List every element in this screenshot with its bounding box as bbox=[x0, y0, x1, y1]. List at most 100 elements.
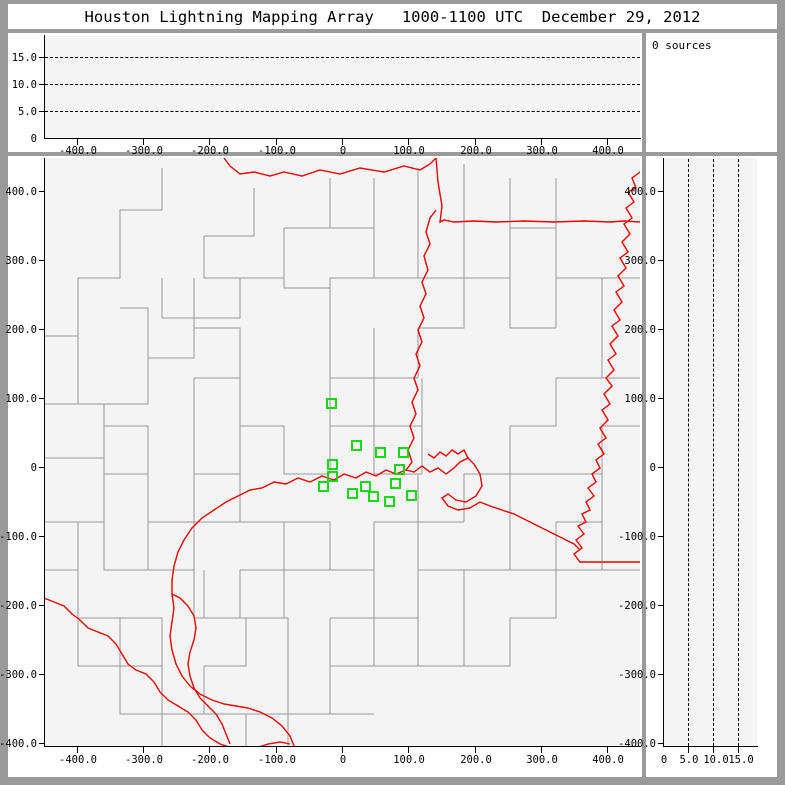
map-xtick-label--300: -300.0 bbox=[125, 754, 163, 766]
map-ytick-label-100: 100.0 bbox=[5, 393, 37, 405]
hist-xtick-mark-15 bbox=[738, 747, 740, 753]
map-ytick-mark-300 bbox=[39, 260, 45, 262]
hist-ytick-mark-300 bbox=[658, 260, 664, 262]
hist-xtick-label-5: 5.0 bbox=[679, 754, 699, 766]
gridline-15 bbox=[45, 57, 640, 58]
station-marker bbox=[326, 398, 337, 409]
hist-ytick-mark--200 bbox=[658, 605, 664, 607]
xtick-mark--100 bbox=[276, 139, 278, 145]
title-bar: Houston Lightning Mapping Array 1000-110… bbox=[8, 4, 777, 29]
hist-gridline-10 bbox=[713, 159, 714, 746]
station-marker bbox=[318, 481, 329, 492]
map-xtick-label--400: -400.0 bbox=[59, 754, 97, 766]
hist-ytick-mark-200 bbox=[658, 329, 664, 331]
map-xtick-mark--200 bbox=[209, 747, 211, 753]
map-xtick-mark-100 bbox=[408, 747, 410, 753]
map-ytick-label-200: 200.0 bbox=[5, 324, 37, 336]
map-panel: 400.0 300.0 200.0 100.0 0 -100.0 -200.0 … bbox=[0, 156, 642, 777]
hist-ytick-mark--300 bbox=[658, 674, 664, 676]
hist-ytick-label-100: 100.0 bbox=[624, 393, 656, 405]
xtick-label-0: 0 bbox=[339, 145, 347, 157]
xtick-mark--200 bbox=[209, 139, 211, 145]
hist-ytick-label-0: 0 bbox=[649, 462, 656, 474]
ytick-mark-15 bbox=[39, 57, 45, 59]
map-ytick-label-300: 300.0 bbox=[5, 255, 37, 267]
station-marker bbox=[394, 464, 405, 475]
x-axis-line bbox=[44, 138, 641, 140]
hist-ytick-label--100: -100.0 bbox=[618, 531, 656, 543]
map-ytick-mark--100 bbox=[39, 536, 45, 538]
hist-xtick-label-10: 10.0 bbox=[703, 754, 729, 766]
map-x-axis-line bbox=[44, 746, 641, 748]
source-count-panel: 0 sources bbox=[646, 33, 777, 152]
map-xtick-label-100: 100.0 bbox=[393, 754, 425, 766]
county-boundaries bbox=[44, 164, 640, 746]
hist-ytick-label--400: -400.0 bbox=[618, 738, 656, 750]
map-ytick-label-400: 400.0 bbox=[5, 186, 37, 198]
map-plot-area[interactable] bbox=[44, 158, 640, 746]
map-xtick-mark-200 bbox=[475, 747, 477, 753]
map-ytick-mark--300 bbox=[39, 674, 45, 676]
hist-ytick-mark-100 bbox=[658, 398, 664, 400]
map-xtick-label--200: -200.0 bbox=[191, 754, 229, 766]
hist-ytick-mark-0 bbox=[658, 467, 664, 469]
station-marker bbox=[375, 447, 386, 458]
map-xtick-mark-400 bbox=[607, 747, 609, 753]
xtick-mark-300 bbox=[541, 139, 543, 145]
altitude-histogram-plot-area[interactable] bbox=[663, 158, 757, 746]
hist-xtick-mark-5 bbox=[688, 747, 690, 753]
map-xtick-label-400: 400.0 bbox=[592, 754, 624, 766]
xtick-label--100: -100.0 bbox=[258, 145, 296, 157]
gridline-10 bbox=[45, 84, 640, 85]
altitude-vs-distance-plot-area[interactable] bbox=[44, 35, 640, 138]
xtick-label-400: 400.0 bbox=[592, 145, 624, 157]
page-title: Houston Lightning Mapping Array 1000-110… bbox=[84, 7, 701, 26]
map-ytick-mark-400 bbox=[39, 191, 45, 193]
gridline-5 bbox=[45, 111, 640, 112]
hist-gridline-5 bbox=[688, 159, 689, 746]
hist-x-axis-line bbox=[663, 746, 758, 748]
source-count-label: 0 sources bbox=[652, 39, 712, 52]
station-marker bbox=[406, 490, 417, 501]
map-xtick-mark-300 bbox=[541, 747, 543, 753]
xtick-label--400: -400.0 bbox=[59, 145, 97, 157]
ytick-label-10: 10.0 bbox=[11, 79, 37, 91]
station-marker bbox=[360, 481, 371, 492]
xtick-mark-100 bbox=[408, 139, 410, 145]
hist-ytick-mark-400 bbox=[658, 191, 664, 193]
ytick-label-5: 5.0 bbox=[18, 106, 37, 118]
map-ytick-mark-100 bbox=[39, 398, 45, 400]
xtick-mark-0 bbox=[342, 139, 344, 145]
hist-gridline-15 bbox=[738, 159, 739, 746]
map-xtick-label-300: 300.0 bbox=[526, 754, 558, 766]
map-ytick-mark--400 bbox=[39, 743, 45, 745]
station-markers bbox=[318, 398, 417, 507]
hist-xtick-mark-10 bbox=[713, 747, 715, 753]
ytick-label-0: 0 bbox=[30, 133, 37, 145]
xtick-label-100: 100.0 bbox=[393, 145, 425, 157]
map-xtick-mark--300 bbox=[143, 747, 145, 753]
y-axis-line bbox=[44, 35, 46, 138]
hist-ytick-mark--100 bbox=[658, 536, 664, 538]
map-xtick-mark--100 bbox=[276, 747, 278, 753]
map-geometry bbox=[44, 158, 640, 746]
altitude-histogram-panel: 400.0 300.0 200.0 100.0 0 -100.0 -200.0 … bbox=[618, 156, 777, 777]
map-ytick-mark-200 bbox=[39, 329, 45, 331]
ytick-mark-5 bbox=[39, 111, 45, 113]
map-xtick-mark--400 bbox=[77, 747, 79, 753]
map-xtick-label-0: 0 bbox=[339, 754, 347, 766]
station-marker bbox=[368, 491, 379, 502]
map-ytick-label--200: -200.0 bbox=[0, 600, 37, 612]
xtick-label--300: -300.0 bbox=[125, 145, 163, 157]
map-y-axis-line bbox=[44, 158, 46, 746]
station-marker bbox=[398, 447, 409, 458]
xtick-label--200: -200.0 bbox=[191, 145, 229, 157]
hist-y-axis-line bbox=[663, 158, 665, 746]
hist-ytick-label-300: 300.0 bbox=[624, 255, 656, 267]
station-marker bbox=[327, 471, 338, 482]
hist-ytick-label--200: -200.0 bbox=[618, 600, 656, 612]
hist-xtick-label-15: 15.0 bbox=[728, 754, 754, 766]
state-and-coast-boundaries bbox=[44, 158, 640, 746]
map-ytick-label-0: 0 bbox=[30, 462, 37, 474]
station-marker bbox=[351, 440, 362, 451]
